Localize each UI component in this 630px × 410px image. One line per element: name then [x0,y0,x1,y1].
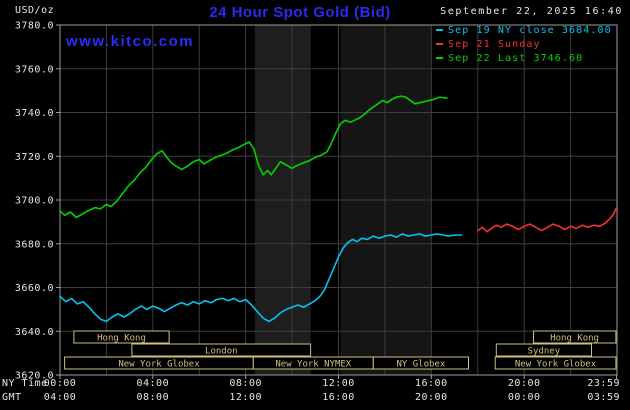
x-axis-label-ny-time: 04:00 [136,378,169,389]
y-axis-label: 3620.0 [15,371,54,382]
y-axis-label: 3640.0 [15,327,54,338]
y-axis-units-label: USD/oz [15,5,55,16]
x-axis-label-gmt: 03:59 [587,392,620,403]
gmt-row-label: GMT [2,392,22,403]
y-axis-label: 3680.0 [15,239,54,250]
kitco-watermark-link[interactable]: www.kitco.com [66,33,195,50]
market-session-box [495,343,592,357]
market-session-box [494,356,617,370]
x-axis-label-ny-time: 00:00 [44,378,77,389]
x-axis-label-ny-time: 20:00 [508,378,541,389]
x-axis-label-ny-time: 08:00 [229,378,262,389]
x-axis-label-gmt: 16:00 [322,392,355,403]
x-axis-label-gmt: 20:00 [415,392,448,403]
x-axis-label-gmt: 00:00 [508,392,541,403]
price-series-sep21 [476,206,618,233]
chart-legend: Sep 19 NY close 3684.00 Sep 21 Sunday Se… [436,23,612,65]
legend-line-swatch-icon [436,57,443,59]
market-session-label: New York NYMEX [275,360,351,370]
x-axis-label-ny-time: 16:00 [415,378,448,389]
x-axis-label-ny-time: 23:59 [587,378,620,389]
ny-time-row-label: NY Time [2,378,48,389]
market-session-label: New York Globex [515,360,597,370]
y-axis-label: 3660.0 [15,283,54,294]
x-axis-label-gmt: 08:00 [136,392,169,403]
legend-item-sep21: Sep 21 Sunday [436,37,612,51]
y-axis-label: 3720.0 [15,152,54,163]
x-axis-label-ny-time: 12:00 [322,378,355,389]
chart-title: 24 Hour Spot Gold (Bid) [209,4,391,21]
y-axis-label: 3740.0 [15,108,54,119]
legend-line-swatch-icon [436,43,443,45]
price-series-sep22 [59,95,448,219]
market-session-label: Sydney [528,347,561,357]
legend-label: Sep 22 Last 3746.60 [448,52,584,64]
x-axis-label-gmt: 04:00 [44,392,77,403]
legend-item-sep22: Sep 22 Last 3746.60 [436,51,612,65]
market-session-box [533,330,617,344]
y-axis-label: 3760.0 [15,64,54,75]
legend-line-swatch-icon [436,29,443,31]
datetime-label: September 22, 2025 16:40 [440,6,623,17]
market-session-label: London [205,347,238,357]
legend-label: Sep 19 NY close 3684.00 [448,24,612,36]
market-session-box [73,330,170,344]
market-session-label: NY Globex [397,360,446,370]
market-session-label: New York Globex [118,360,200,370]
x-axis-label-gmt: 12:00 [229,392,262,403]
price-series-sep19 [59,233,463,323]
y-axis-label: 3700.0 [15,196,54,207]
legend-label: Sep 21 Sunday [448,38,541,50]
market-session-label: Hong Kong [97,334,146,344]
y-axis-label: 3780.0 [15,21,54,32]
market-session-label: Hong Kong [550,334,599,344]
market-session-box [131,343,312,357]
market-session-box [372,356,469,370]
legend-item-sep19: Sep 19 NY close 3684.00 [436,23,612,37]
